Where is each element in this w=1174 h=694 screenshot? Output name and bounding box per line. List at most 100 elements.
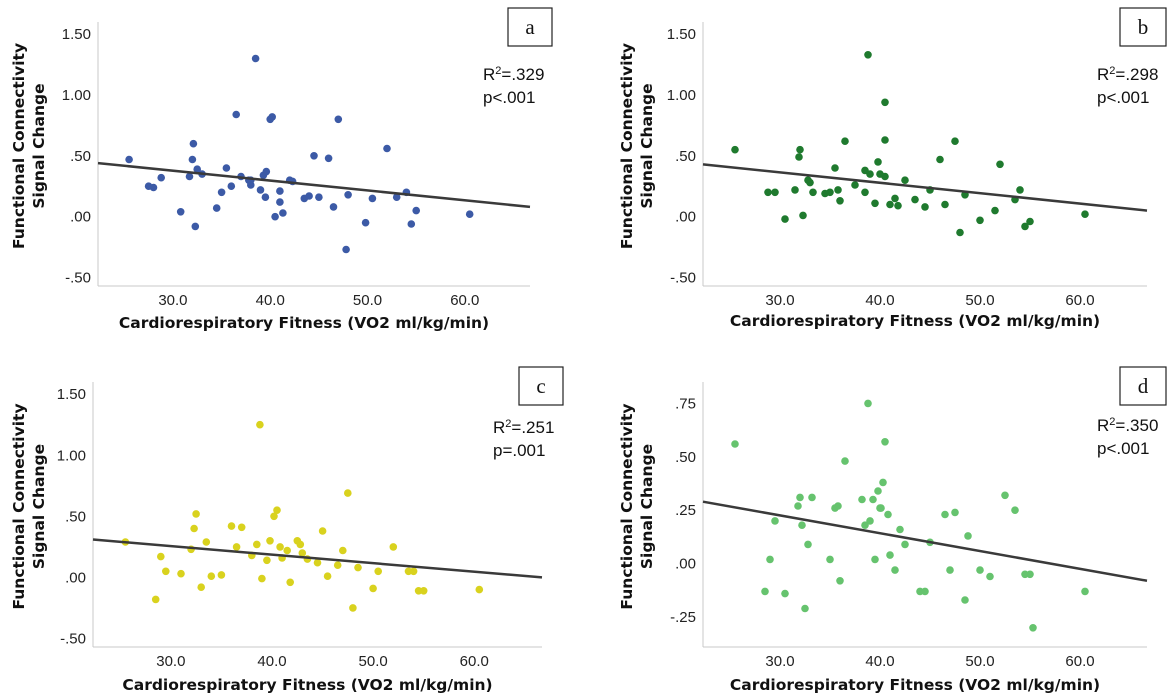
data-point (334, 115, 343, 124)
panel-label: a (525, 15, 535, 39)
x-tick-label: 30.0 (765, 653, 794, 670)
data-point (344, 191, 352, 199)
x-axis-title: Cardiorespiratory Fitness (VO2 ml/kg/min… (122, 676, 492, 694)
panel-label-box (518, 366, 564, 406)
data-point (881, 98, 889, 107)
data-point (881, 136, 889, 144)
data-point (761, 587, 769, 596)
data-point (1026, 570, 1034, 579)
data-point (374, 567, 383, 576)
data-point (901, 176, 909, 184)
data-point (344, 489, 352, 497)
panel-label: c (536, 374, 545, 398)
data-point (831, 164, 839, 172)
data-point (936, 155, 944, 164)
data-point (273, 506, 281, 514)
data-point (256, 186, 265, 194)
data-point (149, 183, 158, 192)
y-tick-label: .00 (65, 569, 86, 586)
x-axis-title: Cardiorespiratory Fitness (VO2 ml/kg/min… (730, 312, 1100, 330)
data-point (781, 215, 789, 223)
data-point (202, 538, 211, 546)
y-tick-label: -.25 (670, 609, 696, 626)
data-point (809, 188, 817, 197)
x-tick-label: 50.0 (965, 292, 994, 309)
r-squared-label: R2=.350 (1097, 416, 1158, 435)
data-point (921, 587, 929, 596)
regression-line (92, 538, 543, 579)
y-tick-label: .00 (675, 209, 696, 226)
data-point (361, 218, 370, 227)
data-point (961, 596, 969, 604)
y-tick-label: .75 (675, 395, 696, 412)
data-point (1029, 624, 1037, 632)
scatter-panel-d: .75 .50 .25 .00 -.25 30.0 40.0 50.0 60.0 d R2=.350… (618, 366, 1167, 694)
data-point (1021, 222, 1029, 231)
data-point (1011, 506, 1019, 514)
data-point (232, 110, 240, 119)
y-tick-label: -.50 (65, 269, 91, 286)
data-point (412, 206, 421, 215)
data-point (313, 558, 322, 567)
panel-label-box (1119, 7, 1167, 47)
data-point (383, 144, 391, 153)
data-point (283, 546, 292, 555)
data-point (176, 208, 185, 216)
data-point (991, 206, 999, 215)
data-point (881, 438, 889, 446)
data-point (369, 584, 377, 593)
data-point (836, 577, 844, 585)
data-point (766, 555, 774, 564)
y-axis-title-line-2: Signal Change (638, 83, 656, 208)
x-axis-title: Cardiorespiratory Fitness (VO2 ml/kg/min… (730, 676, 1100, 694)
p-value-label: p<.001 (1097, 439, 1149, 458)
data-point (222, 164, 231, 172)
data-point (188, 155, 197, 164)
data-point (177, 569, 185, 578)
data-point (212, 204, 221, 212)
data-point (834, 186, 842, 194)
data-point (861, 521, 869, 529)
data-point (276, 543, 284, 551)
data-point (263, 556, 271, 565)
x-tick-label: 60.0 (1065, 653, 1094, 670)
data-point (1001, 491, 1009, 500)
data-point (310, 152, 318, 160)
data-point (771, 188, 779, 197)
data-point (185, 172, 194, 181)
data-point (861, 166, 869, 175)
data-point (976, 216, 984, 225)
x-tick-label: 40.0 (865, 292, 894, 309)
data-point (300, 194, 309, 203)
data-point (232, 543, 241, 551)
data-point (190, 524, 198, 533)
data-point (262, 167, 271, 176)
x-tick-label: 60.0 (450, 292, 479, 309)
data-point (851, 181, 859, 189)
data-point (276, 187, 284, 195)
data-point (270, 512, 278, 521)
data-point (296, 540, 305, 549)
data-point (342, 245, 350, 254)
p-value-label: p<.001 (483, 88, 535, 107)
data-point (796, 145, 804, 154)
data-point (261, 193, 270, 201)
data-point (884, 510, 892, 519)
data-point (794, 502, 802, 510)
data-point (329, 203, 338, 211)
data-point (251, 54, 260, 63)
y-tick-label: .25 (675, 502, 696, 519)
data-point (951, 137, 959, 145)
data-point (1016, 186, 1024, 194)
r-squared-label: R2=.251 (493, 418, 554, 437)
data-point (901, 540, 909, 549)
data-point (407, 220, 416, 228)
data-point (419, 587, 428, 595)
x-tick-label: 60.0 (460, 653, 489, 670)
data-point (798, 521, 806, 529)
data-point (191, 222, 200, 231)
r-squared-label: R2=.298 (1097, 65, 1158, 84)
x-tick-label: 50.0 (353, 292, 382, 309)
y-tick-label: 1.00 (667, 87, 696, 104)
data-point (731, 145, 739, 154)
